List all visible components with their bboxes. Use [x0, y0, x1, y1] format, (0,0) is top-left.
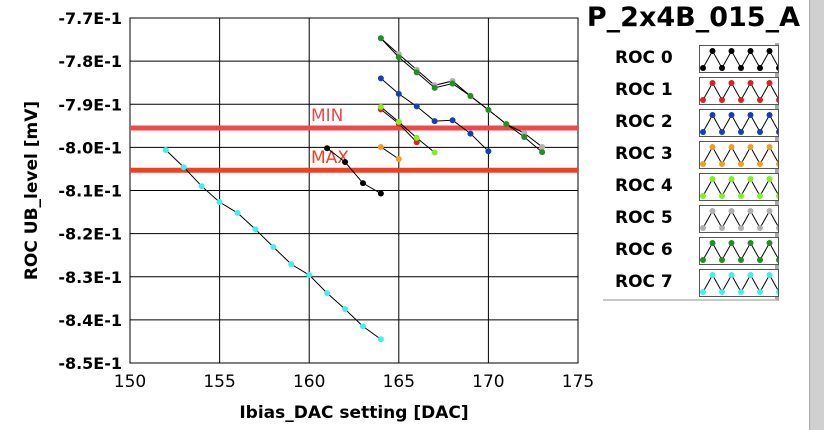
- x-tick-label: 170: [472, 372, 504, 392]
- y-tick-label: -7.7E-1: [58, 9, 122, 28]
- legend-swatch: [699, 45, 782, 73]
- legend-item-roc-3: ROC 3: [603, 139, 782, 171]
- data-point-roc-2: [413, 103, 420, 110]
- legend-item-roc-0: ROC 0: [603, 43, 782, 75]
- legend-swatch: [699, 205, 782, 233]
- data-point-roc-2: [467, 130, 474, 137]
- data-point-roc-7: [162, 146, 169, 153]
- legend-label: ROC 2: [615, 112, 673, 132]
- legend-swatch: [699, 173, 782, 201]
- data-point-roc-7: [377, 336, 384, 343]
- legend-swatch: [699, 77, 782, 105]
- x-tick-label: 160: [293, 372, 325, 392]
- data-point-roc-4: [431, 149, 438, 156]
- legend-label: ROC 5: [615, 208, 673, 228]
- legend-label: ROC 0: [615, 48, 673, 68]
- legend-item-roc-2: ROC 2: [603, 107, 782, 139]
- x-tick-label: 155: [203, 372, 235, 392]
- data-point-roc-0: [324, 145, 331, 152]
- legend-label: ROC 6: [615, 240, 673, 260]
- data-point-roc-2: [431, 118, 438, 125]
- data-point-roc-2: [377, 75, 384, 82]
- data-point-roc-6: [449, 80, 456, 87]
- data-point-roc-1: [413, 139, 420, 146]
- x-tick-label: 150: [114, 372, 146, 392]
- data-point-roc-6: [485, 106, 492, 113]
- series-line-roc-4: [380, 106, 435, 153]
- data-point-roc-0: [359, 180, 366, 187]
- series-line-roc-0: [326, 147, 382, 194]
- data-point-roc-6: [413, 69, 420, 76]
- data-point-roc-7: [270, 243, 277, 250]
- data-point-roc-7: [342, 306, 349, 313]
- data-point-roc-6: [521, 134, 528, 141]
- data-point-roc-2: [395, 90, 402, 97]
- series-line-roc-3: [380, 146, 400, 160]
- legend-item-roc-6: ROC 6: [603, 235, 782, 267]
- data-point-roc-7: [234, 209, 241, 216]
- y-tick-label: -7.9E-1: [58, 95, 122, 114]
- data-point-roc-7: [252, 226, 259, 233]
- legend-swatch: [699, 237, 782, 265]
- x-axis-label: Ibias_DAC setting [DAC]: [239, 403, 468, 423]
- scrollbar[interactable]: [809, 0, 824, 430]
- data-point-roc-2: [485, 148, 492, 155]
- data-point-roc-0: [377, 190, 384, 197]
- y-tick-label: -8.3E-1: [58, 268, 122, 287]
- data-point-roc-6: [377, 35, 384, 42]
- series-line-roc-6: [380, 37, 543, 153]
- limit-label-max: MAX: [311, 148, 349, 168]
- y-tick-label: -8.0E-1: [58, 138, 122, 157]
- chart-title: P_2x4B_015_A: [586, 2, 800, 33]
- legend-swatch: [699, 141, 782, 169]
- legend-label: ROC 4: [615, 176, 673, 196]
- data-point-roc-7: [288, 261, 295, 268]
- legend-label: ROC 1: [615, 80, 673, 100]
- data-point-roc-6: [395, 54, 402, 61]
- data-point-roc-5: [539, 143, 546, 150]
- legend-label: ROC 7: [615, 272, 673, 292]
- data-point-roc-4: [377, 103, 384, 110]
- data-point-roc-7: [180, 164, 187, 171]
- legend-item-roc-4: ROC 4: [603, 171, 782, 203]
- legend-item-roc-7: ROC 7: [603, 267, 782, 299]
- data-point-roc-0: [342, 159, 349, 166]
- legend-label: ROC 3: [615, 144, 673, 164]
- series-line-roc-5: [380, 37, 543, 148]
- data-point-roc-2: [449, 117, 456, 124]
- y-tick-label: -8.5E-1: [58, 354, 122, 373]
- data-point-roc-6: [539, 149, 546, 156]
- legend: ROC 0 ROC 1 ROC 2 ROC 3 ROC 4 ROC 5 ROC 6 ROC 7: [603, 43, 782, 301]
- legend-item-roc-1: ROC 1: [603, 75, 782, 107]
- legend-swatch: [699, 109, 782, 137]
- y-tick-label: -7.8E-1: [58, 52, 122, 71]
- data-point-roc-7: [324, 290, 331, 297]
- data-point-roc-7: [359, 323, 366, 330]
- data-point-roc-4: [395, 118, 402, 125]
- data-point-roc-3: [377, 143, 384, 150]
- data-point-roc-7: [306, 272, 313, 279]
- y-tick-label: -8.4E-1: [58, 311, 122, 330]
- legend-item-roc-5: ROC 5: [603, 203, 782, 235]
- y-axis-label: ROC UB_level [mV]: [22, 101, 42, 280]
- y-tick-label: -8.1E-1: [58, 182, 122, 201]
- data-point-roc-6: [467, 93, 474, 100]
- data-point-roc-7: [216, 199, 223, 206]
- data-point-roc-4: [413, 134, 420, 141]
- data-point-roc-6: [503, 121, 510, 128]
- data-point-roc-3: [395, 156, 402, 163]
- data-point-roc-7: [198, 183, 205, 190]
- limit-label-min: MIN: [311, 106, 343, 126]
- y-tick-label: -8.2E-1: [58, 225, 122, 244]
- x-tick-label: 175: [562, 372, 594, 392]
- legend-swatch: [699, 269, 782, 297]
- x-tick-label: 165: [383, 372, 415, 392]
- data-point-roc-6: [431, 84, 438, 91]
